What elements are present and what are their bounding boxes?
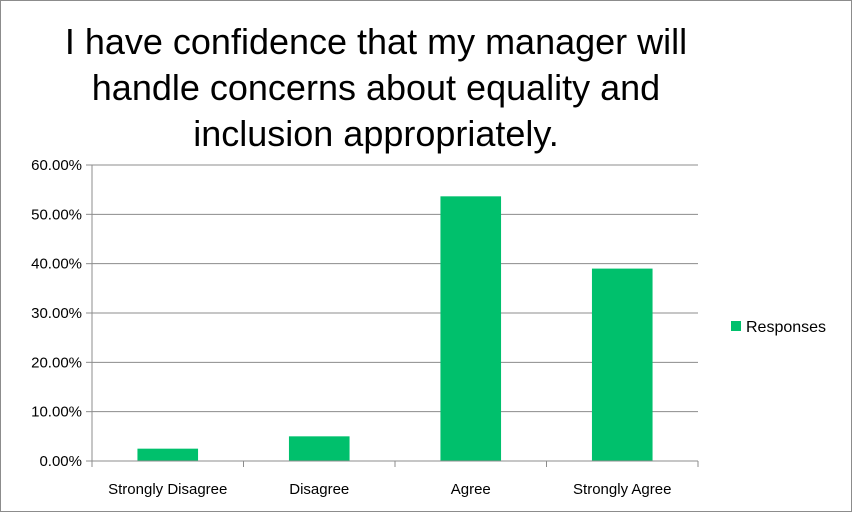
bar xyxy=(440,196,502,461)
legend-label: Responses xyxy=(746,319,826,336)
x-tick-label: Strongly Agree xyxy=(573,481,671,498)
y-tick-labels: 0.00% 10.00% 20.00% 30.00% 40.00% 50.00% 60.00… xyxy=(31,157,82,470)
bars xyxy=(137,196,653,461)
bar xyxy=(591,268,653,461)
y-tick-label: 50.00% xyxy=(31,206,82,223)
x-tick-label: Disagree xyxy=(289,481,349,498)
y-tick-label: 60.00% xyxy=(31,157,82,174)
legend-swatch xyxy=(731,321,741,331)
y-tick-label: 20.00% xyxy=(31,354,82,371)
y-tick-label: 40.00% xyxy=(31,256,82,273)
x-tick-label: Strongly Disagree xyxy=(108,481,227,498)
x-tick-labels: Strongly Disagree Disagree Agree Strongly A… xyxy=(108,481,671,498)
legend: Responses xyxy=(731,319,826,336)
chart-title: I have confidence that my manager will h… xyxy=(64,21,688,154)
bar xyxy=(137,448,199,461)
y-tick-label: 0.00% xyxy=(39,453,82,470)
x-tick-label: Agree xyxy=(451,481,491,498)
y-tick-label: 30.00% xyxy=(31,305,82,322)
y-tick-label: 10.00% xyxy=(31,404,82,421)
axes xyxy=(86,164,699,467)
bar xyxy=(288,436,350,461)
